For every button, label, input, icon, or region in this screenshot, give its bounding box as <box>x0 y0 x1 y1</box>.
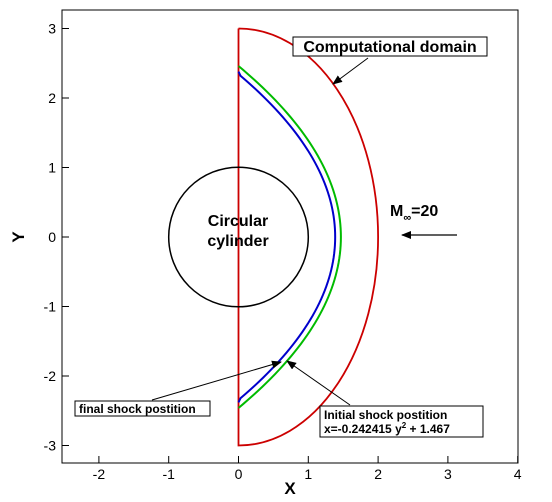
initial-shock-label-line1: Initial shock postition <box>324 408 447 422</box>
x-tick-label: 3 <box>444 466 452 482</box>
domain-label-arrow <box>332 57 369 85</box>
cylinder-label-line1: Circular <box>208 213 268 230</box>
mach-value: =20 <box>411 203 438 220</box>
final-shock-label-box <box>74 400 211 417</box>
y-tick-label: -1 <box>44 299 57 315</box>
x-tick-label: -1 <box>162 466 175 482</box>
y-axis-title: Y <box>9 231 28 243</box>
y-tick-label: 2 <box>48 90 56 106</box>
cylinder-label-line2: cylinder <box>207 233 268 250</box>
x-tick-label: 0 <box>235 466 243 482</box>
y-tick-label: 3 <box>48 21 56 37</box>
final-shock-label: final shock postition <box>79 402 196 416</box>
x-axis-title: X <box>284 479 296 498</box>
y-tick-label: -2 <box>44 368 57 384</box>
y-axis-ticks: -3 -2 -1 0 1 2 3 <box>44 21 69 454</box>
x-tick-label: -2 <box>93 466 106 482</box>
final-shock-curve <box>237 71 337 403</box>
plot-frame <box>61 9 519 464</box>
initial-shock-arrow <box>286 360 351 406</box>
mach-label: M∞=20 <box>390 203 438 224</box>
initial-shock-equation: x=-0.242415 y <box>324 422 402 436</box>
mach-symbol: M <box>390 203 403 220</box>
initial-shock-curve <box>237 65 342 409</box>
initial-shock-exponent: 2 <box>402 421 407 430</box>
x-tick-label: 1 <box>304 466 312 482</box>
x-tick-label: 2 <box>374 466 382 482</box>
y-tick-label: 1 <box>48 160 56 176</box>
mach-infinity: ∞ <box>403 212 411 224</box>
initial-shock-label-box <box>319 405 484 438</box>
y-tick-label: 0 <box>48 229 56 245</box>
domain-label-box <box>292 36 488 57</box>
x-axis-ticks: -2 -1 0 1 2 3 4 <box>93 456 522 482</box>
initial-shock-label-line2: x=-0.242415 y2 + 1.467 <box>324 421 450 436</box>
domain-label: Computational domain <box>303 39 476 56</box>
circular-cylinder <box>167 166 310 308</box>
initial-shock-constant: + 1.467 <box>406 422 450 436</box>
y-tick-label: -3 <box>44 438 57 454</box>
final-shock-arrow <box>151 360 282 401</box>
x-tick-label: 4 <box>514 466 522 482</box>
